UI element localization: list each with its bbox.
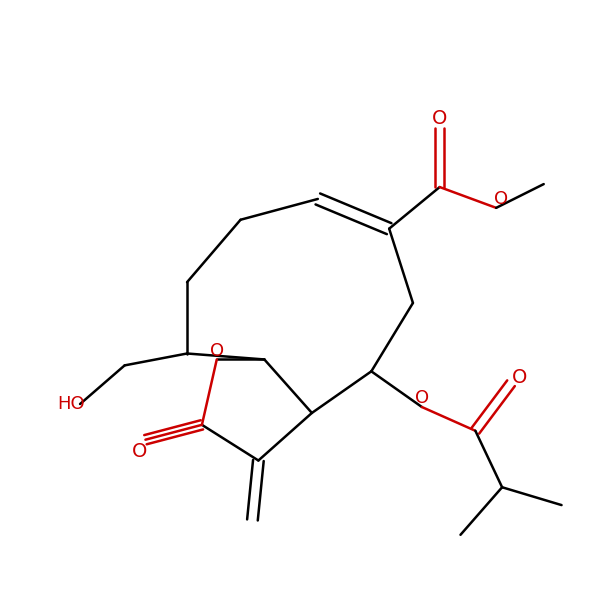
Text: O: O bbox=[432, 109, 448, 128]
Text: O: O bbox=[512, 368, 527, 387]
Text: O: O bbox=[132, 442, 147, 461]
Text: HO: HO bbox=[58, 395, 85, 413]
Text: O: O bbox=[494, 190, 508, 208]
Text: O: O bbox=[415, 389, 429, 407]
Text: O: O bbox=[210, 341, 224, 359]
